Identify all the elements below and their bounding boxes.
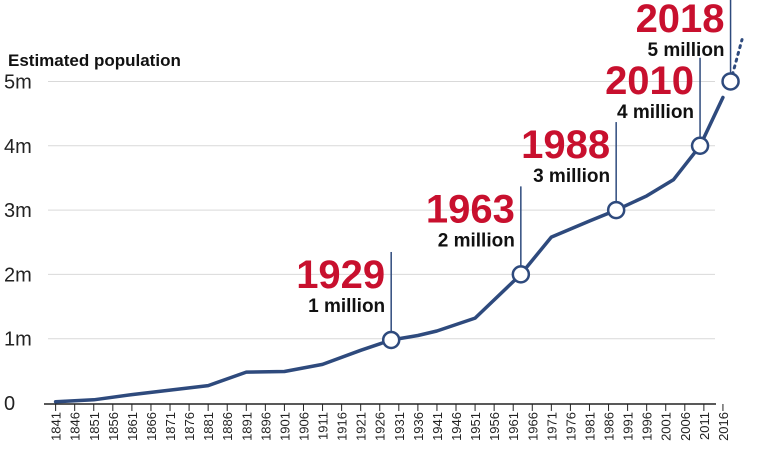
x-tick-label-2011: 2011 [697,412,712,440]
x-axis: 1841 1846 1851 1856 1861 1866 1871 1876 1881 1886… [44,403,731,441]
x-tick-label-1931: 1931 [392,412,407,441]
x-tick-label-2016: 2016 [716,412,731,441]
x-tick-label-1866: 1866 [144,412,159,441]
x-tick-label-1941: 1941 [430,412,445,441]
annotation-population-1988: 3 million [533,166,610,187]
y-tick-label-2m: 2m [4,264,32,286]
milestone-marker-1963 [511,265,531,284]
x-tick-label-1991: 1991 [621,412,636,441]
x-tick-label-1846: 1846 [68,412,83,441]
milestone-marker-2018 [721,72,740,91]
annotation-population-2018: 5 million [647,40,724,61]
x-tick-label-1901: 1901 [277,412,292,441]
y-tick-label-1m: 1m [4,329,32,351]
annotation-year-2010: 2010 [605,59,694,103]
annotation-year-1988: 1988 [521,123,610,167]
annotation-year-1929: 1929 [296,253,385,297]
x-tick-label-1881: 1881 [201,412,216,441]
x-tick-label-1951: 1951 [468,412,483,441]
annotation-population-1929: 1 million [308,296,385,317]
x-tick-label-1906: 1906 [296,412,311,441]
x-tick-label-1876: 1876 [182,412,197,441]
x-tick-label-1886: 1886 [220,412,235,441]
x-tick-label-2001: 2001 [659,412,674,441]
x-tick-label-1936: 1936 [411,412,426,441]
population-line [53,95,725,404]
x-tick-label-1841: 1841 [49,412,64,441]
annotation-population-1963: 2 million [438,230,515,251]
y-tick-label-4m: 4m [4,136,32,158]
x-tick-label-1921: 1921 [354,412,369,441]
y-tick-label-5m: 5m [4,71,32,93]
x-tick-label-1996: 1996 [640,412,655,441]
x-tick-label-1871: 1871 [163,412,178,441]
x-tick-label-1851: 1851 [87,412,102,441]
milestone-marker-2010 [690,136,710,156]
x-tick-label-1896: 1896 [258,412,273,441]
x-tick-label-1976: 1976 [563,412,578,441]
x-tick-label-1986: 1986 [602,412,617,441]
x-tick-label-1861: 1861 [125,412,140,441]
milestone-marker-1929 [381,330,401,350]
y-tick-label-0: 0 [4,393,15,415]
x-tick-label-1956: 1956 [487,412,502,441]
y-tick-label-3m: 3m [4,200,32,222]
x-tick-label-1966: 1966 [525,412,540,441]
x-tick-label-1916: 1916 [335,412,350,441]
x-tick-label-1856: 1856 [106,412,121,441]
x-tick-label-1971: 1971 [544,412,559,441]
x-tick-label-1926: 1926 [373,412,388,441]
annotation-year-1963: 1963 [426,187,515,231]
x-tick-label-1911: 1911 [316,412,331,440]
chart-ylabel: Estimated population [8,51,181,70]
annotation-year-2018: 2018 [636,0,725,41]
x-tick-label-1981: 1981 [582,412,597,441]
y-axis-ticks: 0 1m 2m 3m 4m 5m [4,71,32,415]
milestone-marker-1988 [606,200,626,220]
annotation-population-2010: 4 million [617,102,694,123]
x-tick-label-1961: 1961 [506,412,521,441]
x-tick-label-2006: 2006 [678,412,693,441]
gridlines [48,80,715,340]
x-tick-label-1891: 1891 [239,412,254,441]
x-tick-label-1946: 1946 [449,412,464,441]
